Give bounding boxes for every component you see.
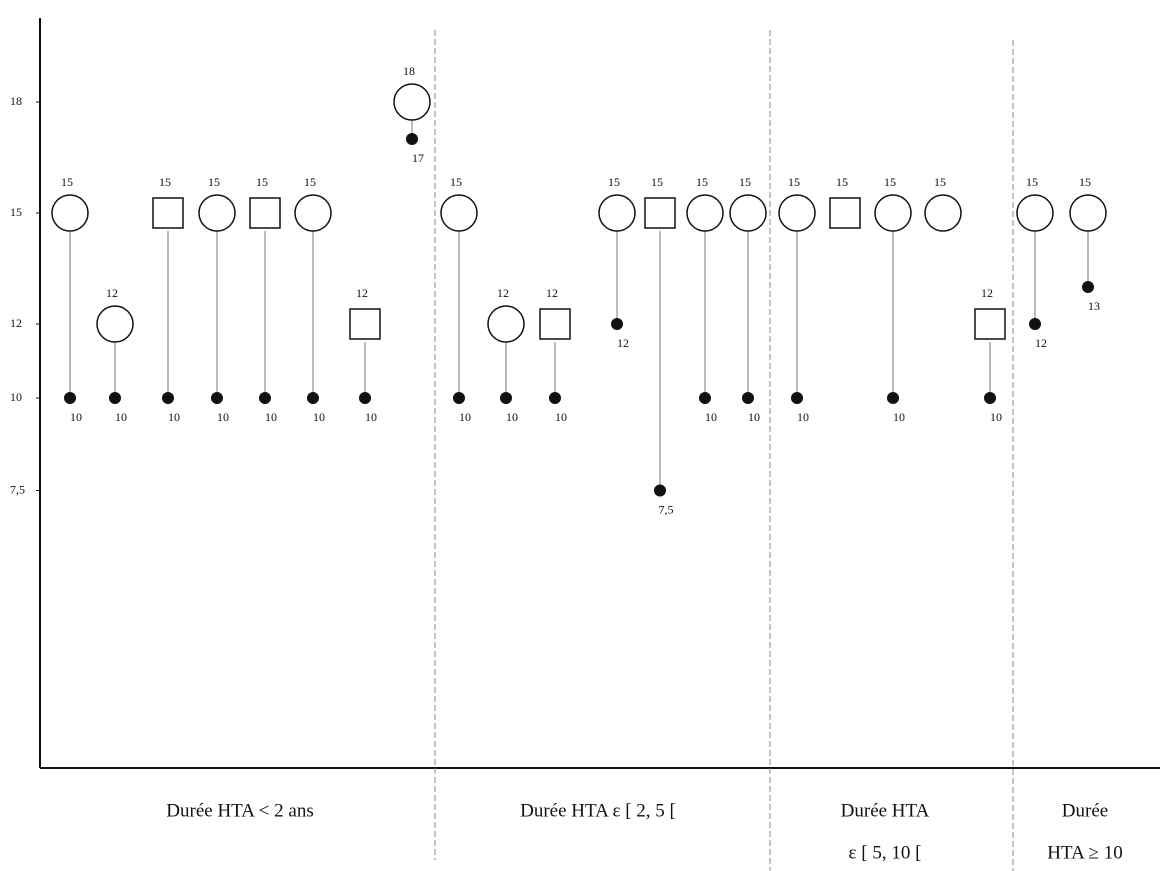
low-label: 10 — [365, 410, 377, 424]
group-label: HTA ≥ 10 — [1047, 842, 1122, 863]
high-circle — [96, 305, 134, 343]
high-label: 15 — [159, 175, 171, 189]
y-tick-label: 18 — [10, 94, 22, 108]
high-circle — [924, 194, 962, 232]
high-square — [152, 197, 184, 229]
high-circle — [294, 194, 332, 232]
high-circle — [874, 194, 912, 232]
low-label: 10 — [893, 410, 905, 424]
high-circle — [1069, 194, 1107, 232]
high-circle — [778, 194, 816, 232]
high-square — [539, 308, 571, 340]
high-circle — [729, 194, 767, 232]
group-label: Durée HTA ε [ 2, 5 [ — [520, 800, 676, 821]
high-label: 15 — [608, 175, 620, 189]
low-label: 17 — [412, 151, 424, 165]
low-dot — [549, 392, 561, 404]
group-label: Durée HTA — [841, 800, 930, 821]
high-square — [974, 308, 1006, 340]
group-label: ε [ 5, 10 [ — [849, 842, 922, 863]
low-label: 10 — [506, 410, 518, 424]
low-dot — [654, 484, 666, 497]
high-label: 12 — [546, 286, 558, 300]
group-label: Durée HTA < 2 ans — [166, 800, 313, 821]
low-dot — [307, 392, 319, 404]
high-label: 15 — [739, 175, 751, 189]
low-dot — [162, 392, 174, 404]
high-circle — [1016, 194, 1054, 232]
low-label: 10 — [217, 410, 229, 424]
low-label: 10 — [797, 410, 809, 424]
high-square — [249, 197, 281, 229]
high-label: 15 — [1026, 175, 1038, 189]
low-dot — [742, 392, 754, 404]
high-label: 12 — [356, 286, 368, 300]
low-dot — [406, 133, 418, 145]
high-circle — [686, 194, 724, 232]
high-circle — [393, 83, 431, 121]
low-label: 12 — [1035, 336, 1047, 350]
high-label: 15 — [836, 175, 848, 189]
low-label: 10 — [748, 410, 760, 424]
low-label: 10 — [115, 410, 127, 424]
low-label: 10 — [555, 410, 567, 424]
low-label: 12 — [617, 336, 629, 350]
high-label: 15 — [696, 175, 708, 189]
high-circle — [487, 305, 525, 343]
group-label: Durée — [1062, 800, 1108, 821]
high-label: 12 — [981, 286, 993, 300]
high-label: 15 — [208, 175, 220, 189]
high-label: 15 — [651, 175, 663, 189]
high-circle — [51, 194, 89, 232]
high-label: 15 — [61, 175, 73, 189]
high-label: 12 — [106, 286, 118, 300]
high-circle — [598, 194, 636, 232]
high-label: 15 — [450, 175, 462, 189]
low-label: 10 — [168, 410, 180, 424]
low-label: 10 — [705, 410, 717, 424]
low-label: 10 — [70, 410, 82, 424]
y-tick-label: 12 — [10, 316, 22, 330]
high-label: 15 — [1079, 175, 1091, 189]
low-dot — [791, 392, 803, 404]
low-dot — [887, 392, 899, 404]
high-square — [829, 197, 861, 229]
high-circle — [198, 194, 236, 232]
low-dot — [109, 392, 121, 404]
low-dot — [259, 392, 271, 404]
low-label: 10 — [313, 410, 325, 424]
high-square — [644, 197, 676, 229]
low-label: 10 — [459, 410, 471, 424]
high-label: 15 — [884, 175, 896, 189]
low-dot — [453, 392, 465, 404]
high-square — [349, 308, 381, 340]
low-dot — [699, 392, 711, 404]
high-label: 18 — [403, 64, 415, 78]
low-dot — [500, 392, 512, 404]
low-dot — [359, 392, 371, 404]
low-dot — [64, 392, 76, 404]
high-label: 15 — [788, 175, 800, 189]
low-dot — [211, 392, 223, 404]
high-label: 15 — [304, 175, 316, 189]
y-tick-label: 15 — [10, 205, 22, 219]
low-dot — [611, 318, 623, 330]
high-label: 15 — [934, 175, 946, 189]
low-label: 10 — [990, 410, 1002, 424]
low-label: 10 — [265, 410, 277, 424]
low-dot — [984, 392, 996, 404]
y-tick-label: 10 — [10, 390, 22, 404]
high-label: 15 — [256, 175, 268, 189]
low-label: 7,5 — [659, 502, 674, 516]
y-tick-label: 7,5 — [10, 482, 25, 496]
high-circle — [440, 194, 478, 232]
low-dot — [1082, 281, 1094, 293]
low-dot — [1029, 318, 1041, 330]
low-label: 13 — [1088, 299, 1100, 313]
high-label: 12 — [497, 286, 509, 300]
